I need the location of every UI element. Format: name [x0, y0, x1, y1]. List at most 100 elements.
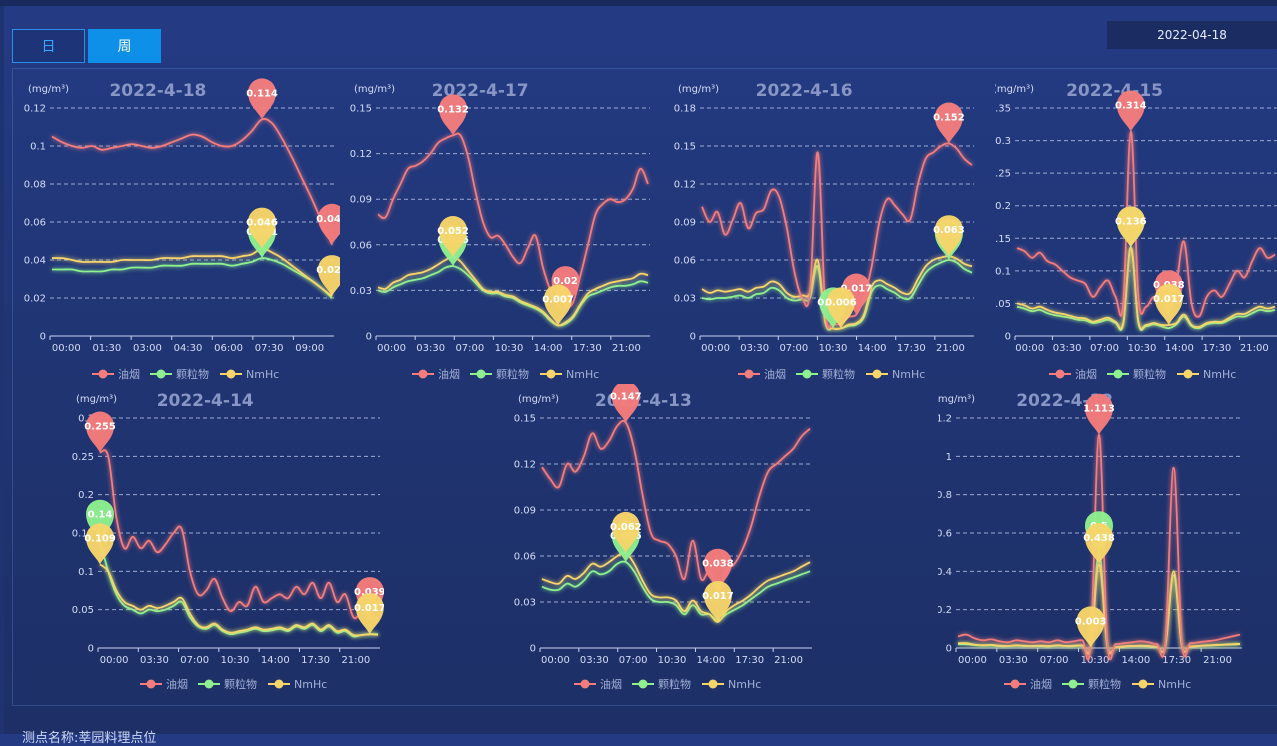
marker-pin-nmhc[interactable]: 0.017 [354, 593, 386, 635]
legend-item-particle[interactable]: 颗粒物 [796, 367, 855, 381]
pin-label: 0.109 [84, 533, 116, 544]
y-tick-label: 0.15 [350, 104, 372, 115]
legend-dot [1055, 369, 1065, 379]
marker-pin-nmhc[interactable]: 0.017 [1153, 283, 1185, 325]
legend-item-oil[interactable]: 油烟 [412, 367, 460, 381]
y-tick-label: 0.2 [78, 490, 94, 501]
marker-pin-nmhc[interactable]: 0.017 [702, 580, 734, 622]
legend-item-particle[interactable]: 颗粒物 [1107, 367, 1166, 381]
series-line-particle [1016, 246, 1276, 332]
marker-pin-nmhc[interactable]: 0.006 [825, 287, 857, 329]
y-tick-label: 0 [1005, 332, 1011, 343]
x-tick-label: 14:00 [534, 343, 563, 354]
y-tick-label: 0.05 [995, 299, 1011, 310]
y-tick-label: 0.05 [72, 605, 94, 616]
legend-item-particle[interactable]: 颗粒物 [632, 677, 691, 691]
y-tick-label: 0 [366, 332, 372, 343]
pin-shape [355, 593, 384, 635]
marker-pin-nmhc[interactable]: 0.003 [1075, 606, 1107, 648]
marker-pin-nmhc[interactable]: 0.063 [933, 215, 965, 257]
marker-pin-nmhc[interactable]: 0.007 [542, 284, 574, 326]
pin-label: 0.147 [610, 392, 642, 403]
pin-label: 0.136 [1115, 216, 1147, 227]
marker-pin-nmhc[interactable]: 0.136 [1115, 206, 1147, 248]
x-tick-label: 10:30 [819, 343, 848, 354]
x-tick-label: 03:30 [580, 655, 609, 666]
y-tick-label: 0.15 [514, 414, 536, 425]
marker-pin-nmhc[interactable]: 0.438 [1083, 523, 1115, 565]
y-axis-label: (mg/m³) [518, 394, 559, 405]
x-tick-label: 17:30 [1202, 343, 1231, 354]
y-tick-label: 0.8 [938, 490, 952, 501]
marker-pin-nmhc[interactable]: 0.062 [610, 511, 642, 553]
line-chart-2022-4-13: 2022-4-13 (mg/m³) 0 0.03 0.06 0.09 0.12 0.15 00:… [508, 381, 814, 698]
x-tick-label: 21:00 [936, 343, 965, 354]
marker-pin-nmhc[interactable]: 0.109 [84, 523, 116, 565]
y-tick-label: 0.6 [938, 529, 952, 540]
y-tick-label: 0.1 [78, 567, 94, 578]
series-line-particle [957, 551, 1241, 655]
legend-item-oil[interactable]: 油烟 [1004, 677, 1052, 691]
legend-item-nmhc[interactable]: NmHc [268, 678, 327, 691]
legend-item-nmhc[interactable]: NmHc [540, 368, 599, 381]
marker-pin-nmhc[interactable]: 0.021 [316, 255, 348, 297]
legend-item-oil[interactable]: 油烟 [738, 367, 786, 381]
date-picker[interactable]: 2022-04-18 [1107, 21, 1277, 49]
marker-pin-oil[interactable]: 0.048 [316, 203, 348, 245]
legend-item-nmhc[interactable]: NmHc [702, 678, 761, 691]
pin-label: 0.255 [84, 422, 116, 433]
pin-shape [1076, 606, 1105, 648]
legend-dot [156, 369, 166, 379]
legend-dot [98, 369, 108, 379]
tab-week[interactable]: 周 [88, 29, 161, 63]
legend-item-particle[interactable]: 颗粒物 [150, 367, 209, 381]
pin-label: 0.006 [825, 297, 857, 308]
series-line-nmhc [541, 551, 811, 623]
pin-label: 0.314 [1115, 101, 1147, 112]
legend-item-nmhc[interactable]: NmHc [1177, 368, 1236, 381]
y-tick-label: 1.2 [938, 414, 952, 425]
x-tick-label: 06:00 [214, 343, 243, 354]
legend-label: NmHc [1158, 678, 1191, 691]
legend-item-nmhc[interactable]: NmHc [1132, 678, 1191, 691]
legend-item-oil[interactable]: 油烟 [140, 677, 188, 691]
y-tick-label: 0.06 [350, 240, 372, 251]
marker-pin-oil[interactable]: 0.038 [702, 548, 734, 590]
series-line-nmhc [51, 247, 333, 297]
x-tick-label: 04:30 [174, 343, 203, 354]
legend-item-particle[interactable]: 颗粒物 [470, 367, 529, 381]
marker-pin-oil[interactable]: 0.152 [933, 102, 965, 144]
marker-pin-oil[interactable]: 0.114 [246, 78, 278, 120]
chart-title: 2022-4-16 [756, 81, 853, 101]
pin-label: 0.017 [702, 591, 734, 602]
y-axis-label: (mg/m³) [28, 84, 69, 95]
x-tick-label: 00:00 [541, 655, 570, 666]
legend-item-oil[interactable]: 油烟 [574, 677, 622, 691]
pin-label: 0.062 [610, 522, 642, 533]
legend-label: 颗粒物 [1133, 367, 1166, 381]
marker-pin-nmhc[interactable]: 0.052 [437, 216, 469, 257]
legend-item-particle[interactable]: 颗粒物 [198, 677, 257, 691]
y-axis-label: (mg/m³) [76, 394, 117, 405]
marker-pin-oil[interactable]: 0.255 [84, 411, 116, 453]
tab-day[interactable]: 日 [12, 29, 85, 63]
legend-item-nmhc[interactable]: NmHc [220, 368, 279, 381]
chart-svg: 2022-4-14 (mg/m³) 0 0.05 0.1 0.15 0.2 0.25 0.3 00… [72, 391, 386, 691]
marker-pin-oil[interactable]: 0.132 [437, 94, 469, 136]
legend-item-nmhc[interactable]: NmHc [866, 368, 925, 381]
legend-label: 颗粒物 [1088, 677, 1121, 691]
legend-dot [708, 679, 718, 689]
chart-svg: 2022-4-17(mg/m³)00.030.060.090.120.1500:… [350, 81, 650, 381]
legend-item-oil[interactable]: 油烟 [92, 367, 140, 381]
marker-pin-oil[interactable]: 1.113 [1083, 393, 1115, 435]
x-tick-label: 17:30 [301, 655, 330, 666]
footer-text: 测点名称:莘园料理点位 [22, 731, 157, 746]
pin-label: 0.14 [88, 510, 113, 521]
pin-label: 0.152 [933, 113, 965, 124]
marker-pin-oil[interactable]: 0.314 [1115, 90, 1147, 132]
marker-pin-nmhc[interactable]: 0.046 [246, 207, 278, 249]
marker-pin-oil[interactable]: 0.147 [610, 381, 642, 423]
legend-item-oil[interactable]: 油烟 [1049, 367, 1097, 381]
legend-item-particle[interactable]: 颗粒物 [1062, 677, 1121, 691]
y-tick-label: 0 [530, 644, 536, 655]
